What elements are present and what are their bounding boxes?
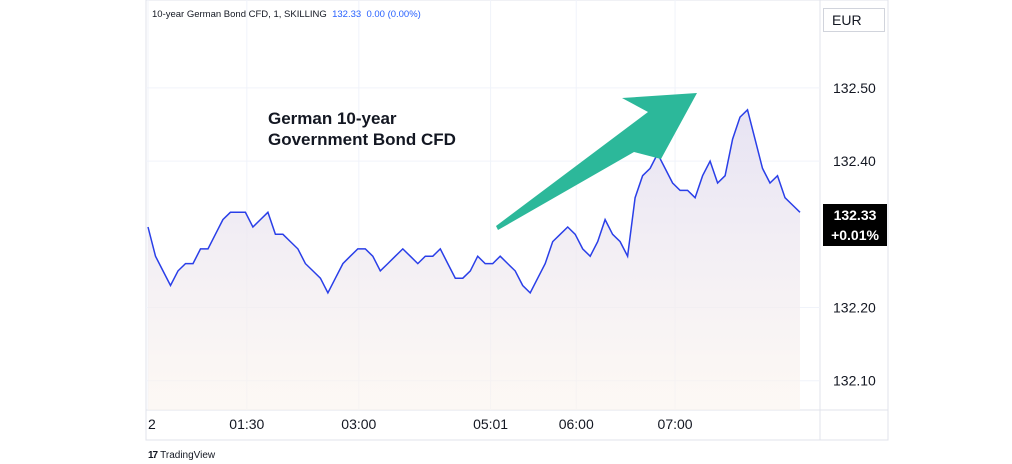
- data-source: SKILLING: [284, 9, 327, 20]
- price-area-fill: [148, 109, 800, 411]
- chart-header: 10-year German Bond CFD, 1, SKILLING 132…: [152, 9, 421, 20]
- tradingview-logo-icon: 17: [148, 450, 158, 461]
- plot-frame: [145, 0, 889, 441]
- x-tick-label: 05:01: [473, 416, 508, 432]
- header-price: 132.33: [332, 9, 362, 20]
- x-tick-label: 01:30: [229, 416, 264, 432]
- y-tick-label: 132.10: [833, 373, 876, 389]
- y-tick-label: 132.50: [833, 80, 876, 96]
- last-price-change: +0.01%: [831, 227, 879, 243]
- x-tick-label: 06:00: [559, 416, 594, 432]
- time-axis: 2 01:30 03:00 05:01 06:00 07:00: [148, 416, 693, 432]
- y-tick-label: 132.40: [833, 153, 876, 169]
- x-tick-label: 03:00: [341, 416, 376, 432]
- last-price-value: 132.33: [833, 207, 877, 223]
- header-change: 0.00 (0.00%): [366, 9, 421, 20]
- interval[interactable]: 1: [273, 9, 279, 20]
- last-price-tag: 132.33 +0.01%: [823, 204, 887, 246]
- currency-selector[interactable]: EUR: [823, 8, 885, 32]
- tradingview-logo[interactable]: 17 TradingView: [148, 450, 215, 461]
- y-tick-label: 132.20: [833, 300, 876, 316]
- price-line: [147, 108, 801, 295]
- x-tick-label: 07:00: [658, 416, 693, 432]
- chart-annotation: German 10-year Government Bond CFD: [268, 108, 456, 150]
- annotation-line-2: Government Bond CFD: [268, 130, 456, 149]
- price-axis: 132.50 132.40 132.20 132.10: [833, 80, 876, 389]
- logo-text: TradingView: [160, 450, 216, 461]
- trend-arrow-icon: [496, 93, 697, 230]
- symbol-name[interactable]: 10-year German Bond CFD: [152, 9, 269, 20]
- x-tick-label: 2: [148, 416, 156, 432]
- annotation-line-1: German 10-year: [268, 109, 397, 128]
